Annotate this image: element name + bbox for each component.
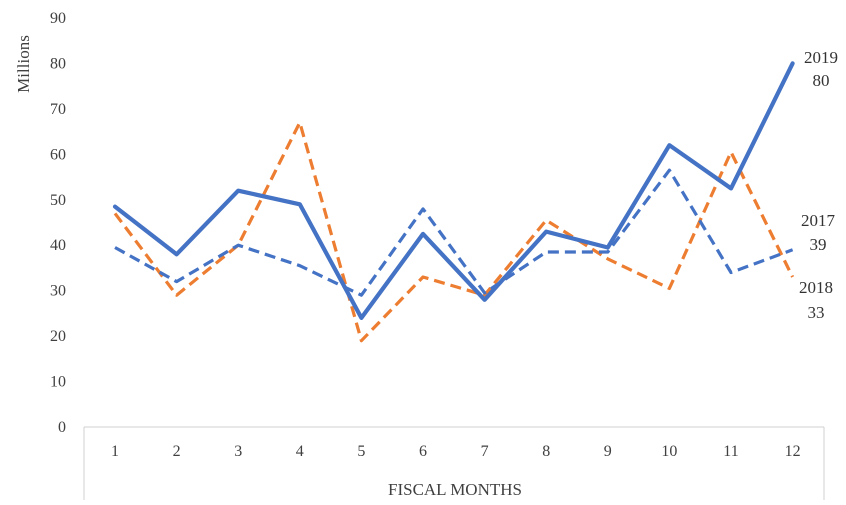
y-axis-title: Millions (14, 35, 33, 93)
x-tick-label: 10 (661, 443, 677, 460)
x-tick-label: 1 (111, 443, 119, 460)
series-line-2017 (114, 168, 794, 297)
x-tick-label: 2 (173, 443, 181, 460)
y-tick-label: 40 (50, 237, 66, 254)
x-tick-label: 11 (723, 443, 738, 460)
y-tick-label: 70 (50, 101, 66, 118)
x-tick-label: 12 (785, 443, 801, 460)
series-line-2018 (113, 120, 795, 343)
y-tick-label: 20 (50, 328, 66, 345)
y-tick-label: 90 (50, 10, 66, 27)
series-value-label-2019: 80 (813, 71, 830, 90)
y-tick-label: 30 (50, 283, 66, 300)
series-lines (112, 61, 795, 343)
x-tick-label: 7 (481, 443, 489, 460)
series-end-labels: 2017 39 2018 33 2019 80 (799, 48, 838, 322)
x-tick-label: 6 (419, 443, 427, 460)
x-tick-label: 4 (296, 443, 304, 460)
x-axis-title: FISCAL MONTHS (388, 480, 522, 499)
x-axis-ticks: 1 2 3 4 5 6 7 8 9 10 11 12 (111, 443, 801, 460)
x-tick-label: 3 (234, 443, 242, 460)
y-tick-label: 0 (58, 419, 66, 436)
series-line-2019 (112, 61, 795, 320)
series-label-2018: 2018 (799, 278, 833, 297)
y-tick-label: 10 (50, 374, 66, 391)
series-value-label-2018: 33 (808, 303, 825, 322)
y-axis-ticks: 0 10 20 30 40 50 60 70 80 90 (50, 10, 66, 436)
y-tick-label: 50 (50, 192, 66, 209)
y-tick-label: 80 (50, 55, 66, 72)
x-axis-frame (83, 426, 825, 500)
x-tick-label: 8 (542, 443, 550, 460)
series-label-2017: 2017 (801, 211, 836, 230)
x-tick-label: 5 (357, 443, 365, 460)
series-label-2019: 2019 (804, 48, 838, 67)
x-tick-label: 9 (604, 443, 612, 460)
y-tick-label: 60 (50, 146, 66, 163)
series-value-label-2017: 39 (810, 235, 827, 254)
